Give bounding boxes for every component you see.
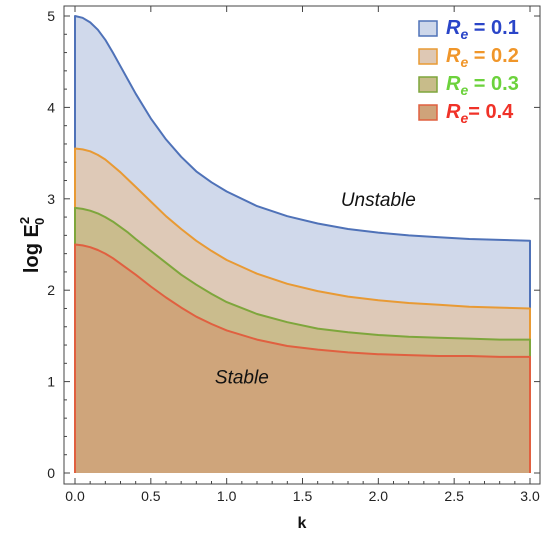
x-tick-label: 1.5	[293, 488, 313, 504]
line-layer	[74, 15, 531, 473]
series-line-4	[74, 243, 531, 473]
legend-swatch-1	[418, 20, 438, 37]
y-tick-label: 3	[47, 191, 55, 207]
x-axis-label: k	[298, 515, 307, 532]
y-label-subscript: 0	[32, 218, 47, 225]
series-area-4	[75, 244, 530, 473]
legend-swatch-3	[418, 76, 438, 93]
legend-label-3: Re = 0.3	[446, 73, 519, 98]
legend-swatch-4	[418, 104, 438, 121]
y-tick-label: 4	[47, 99, 55, 115]
series-line-3	[74, 206, 531, 473]
legend-label-2: Re = 0.2	[446, 45, 519, 70]
y-tick-label: 0	[47, 465, 55, 481]
y-label-superscript: 2	[17, 217, 32, 224]
y-label-base: log E	[21, 224, 43, 273]
legend-label-4: Re= 0.4	[446, 101, 514, 126]
area-layer	[75, 16, 530, 473]
x-tick-label: 0.0	[65, 488, 85, 504]
annotation-layer: Unstable Stable	[215, 190, 416, 388]
x-tick-label: 2.5	[444, 488, 464, 504]
series-line-2	[74, 147, 531, 473]
x-tick-label: 0.5	[141, 488, 161, 504]
x-tick-label: 3.0	[520, 488, 540, 504]
y-axis-label: log E20	[17, 217, 47, 273]
x-tick-label: 1.0	[217, 488, 237, 504]
legend-swatch-2	[418, 48, 438, 65]
tick-layer: 0.0 0.5 1.0 1.5 2.0 2.5 3.0 0 1 2 3 4 5	[47, 6, 540, 504]
series-line-1	[74, 15, 531, 473]
region-label-1: Unstable	[341, 190, 416, 211]
y-tick-label: 2	[47, 282, 55, 298]
x-tick-label: 2.0	[369, 488, 389, 504]
legend: Re = 0.1 Re = 0.2 Re = 0.3 Re= 0.4	[418, 17, 519, 126]
y-tick-label: 1	[47, 374, 55, 390]
y-tick-label: 5	[47, 8, 55, 24]
region-label-2: Stable	[215, 367, 269, 388]
legend-label-1: Re = 0.1	[446, 17, 519, 42]
